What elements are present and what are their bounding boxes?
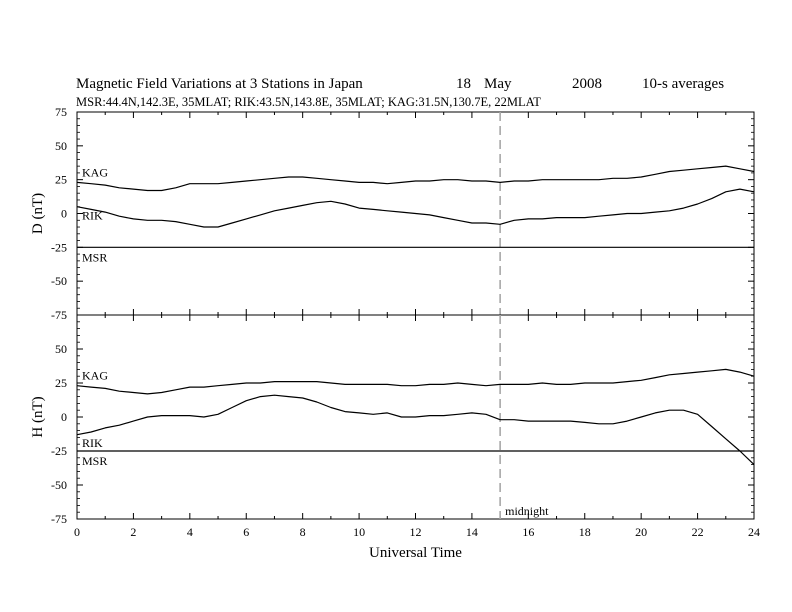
- x-tick-label: 24: [748, 525, 760, 539]
- y-tick-label: 0: [61, 410, 67, 424]
- x-tick-label: 22: [692, 525, 704, 539]
- y-axis-title: H (nT): [30, 396, 46, 437]
- date-month: May: [484, 76, 512, 92]
- x-tick-label: 14: [466, 525, 478, 539]
- series-label-msr: MSR: [82, 250, 107, 264]
- x-axis-title: Universal Time: [369, 545, 462, 561]
- series-line-kag: [76, 165, 755, 192]
- series-label-kag: KAG: [82, 165, 108, 179]
- x-tick-label: 6: [243, 525, 249, 539]
- y-tick-label: -75: [51, 512, 67, 526]
- x-tick-label: 0: [74, 525, 80, 539]
- x-tick-label: 12: [410, 525, 422, 539]
- y-tick-label: 50: [55, 342, 67, 356]
- y-tick-label: 25: [55, 376, 67, 390]
- x-tick-label: 16: [522, 525, 534, 539]
- y-tick-label: 50: [55, 139, 67, 153]
- series-line-kag: [76, 368, 755, 395]
- date-year: 2008: [572, 76, 602, 92]
- y-tick-label: 25: [55, 173, 67, 187]
- series-label-rik: RIK: [82, 436, 103, 450]
- x-tick-label: 10: [353, 525, 365, 539]
- station-info: MSR:44.4N,142.3E, 35MLAT; RIK:43.5N,143.…: [76, 95, 541, 109]
- y-tick-label: -25: [51, 240, 67, 254]
- series-label-kag: KAG: [82, 369, 108, 383]
- x-tick-label: 8: [300, 525, 306, 539]
- series-label-rik: RIK: [82, 209, 103, 223]
- x-tick-label: 4: [187, 525, 193, 539]
- date-day: 18: [456, 76, 471, 92]
- y-tick-label: -50: [51, 274, 67, 288]
- series-line-rik: [76, 394, 755, 466]
- series-line-rik: [76, 188, 755, 228]
- averaging-note: 10-s averages: [642, 76, 724, 92]
- x-tick-label: 20: [635, 525, 647, 539]
- y-axis-title: D (nT): [30, 193, 46, 234]
- panel-declination: 75 50 25 0 -25 -50 -75 D (nT) KAG RIK MSR: [30, 105, 755, 322]
- y-tick-label: -50: [51, 478, 67, 492]
- midnight-label: midnight: [505, 504, 549, 518]
- station-coordinates: MSR:44.4N,142.3E, 35MLAT; RIK:43.5N,143.…: [76, 95, 541, 109]
- y-tick-label: 75: [55, 105, 67, 119]
- figure-header: Magnetic Field Variations at 3 Stations …: [76, 76, 724, 92]
- x-tick-label: 18: [579, 525, 591, 539]
- x-tick-label: 2: [130, 525, 136, 539]
- series-label-msr: MSR: [82, 454, 107, 468]
- chart-title: Magnetic Field Variations at 3 Stations …: [76, 76, 363, 92]
- y-tick-label: -25: [51, 444, 67, 458]
- y-tick-label: -75: [51, 308, 67, 322]
- y-tick-label: 0: [61, 207, 67, 221]
